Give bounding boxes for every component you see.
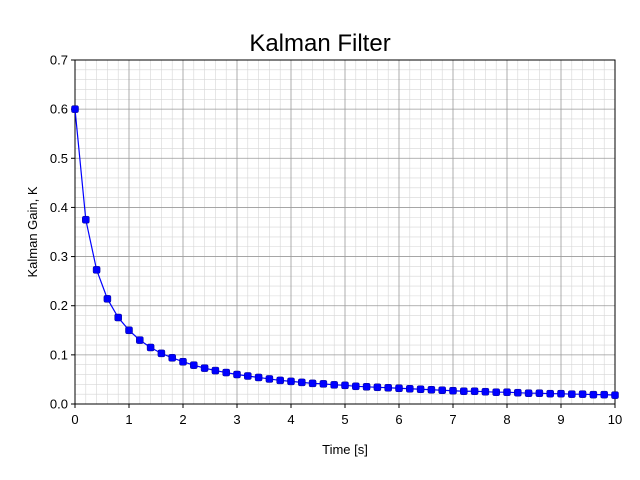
- data-point: [492, 388, 500, 396]
- series-layer: [71, 105, 619, 399]
- y-tick-label: 0.7: [50, 53, 68, 68]
- data-point: [190, 361, 198, 369]
- data-point: [308, 379, 317, 388]
- data-point: [341, 381, 349, 390]
- data-point: [233, 370, 241, 379]
- data-point: [557, 389, 565, 398]
- data-point: [265, 375, 274, 383]
- data-point: [481, 387, 490, 396]
- data-point: [168, 354, 176, 362]
- data-point: [524, 389, 533, 397]
- data-point: [503, 388, 511, 396]
- data-point: [254, 373, 263, 382]
- data-point: [589, 390, 598, 399]
- data-point: [384, 384, 392, 392]
- data-point: [330, 381, 338, 389]
- x-tick-label: 0: [71, 412, 78, 427]
- data-point: [535, 389, 544, 397]
- data-point: [211, 366, 220, 375]
- data-point: [179, 357, 187, 366]
- data-point: [319, 380, 328, 388]
- data-point: [200, 364, 209, 372]
- y-tick-label: 0.2: [50, 298, 68, 313]
- x-tick-label: 8: [503, 412, 510, 427]
- data-point: [103, 295, 112, 303]
- data-point: [438, 386, 446, 394]
- data-point: [470, 387, 479, 395]
- data-point: [416, 385, 425, 394]
- data-point: [92, 266, 101, 274]
- chart-title: Kalman Filter: [249, 30, 390, 57]
- y-tick-label: 0.3: [50, 249, 68, 264]
- y-axis-label: Kalman Gain, K: [25, 186, 40, 277]
- major-grid: [75, 60, 615, 404]
- data-point: [611, 391, 619, 399]
- x-tick-label: 4: [287, 412, 294, 427]
- y-tick-label: 0.5: [50, 151, 68, 166]
- data-point: [82, 215, 90, 224]
- data-point: [427, 386, 436, 394]
- y-tick-label: 0.0: [50, 397, 68, 412]
- data-point: [578, 390, 587, 398]
- data-point: [406, 385, 414, 393]
- y-axis-ticks: 0.0 0.1 0.2 0.3 0.4 0.5 0.6 0.7: [50, 53, 75, 412]
- y-tick-label: 0.4: [50, 200, 68, 215]
- x-tick-label: 3: [233, 412, 240, 427]
- x-tick-label: 2: [179, 412, 186, 427]
- data-point: [449, 386, 457, 395]
- data-point: [352, 382, 360, 391]
- data-point: [222, 368, 230, 377]
- y-tick-label: 0.6: [50, 102, 68, 117]
- x-axis-ticks: 0 1 2 3 4 5 6 7 8 9 10: [71, 404, 622, 427]
- data-point: [71, 105, 79, 113]
- data-point: [276, 376, 284, 385]
- x-tick-label: 7: [449, 412, 456, 427]
- data-point: [157, 349, 166, 358]
- data-point: [244, 372, 252, 380]
- data-point: [298, 378, 306, 387]
- data-point: [114, 313, 122, 322]
- data-point: [362, 383, 371, 391]
- data-point: [136, 336, 144, 344]
- data-point: [600, 390, 608, 399]
- y-tick-label: 0.1: [50, 347, 68, 362]
- data-point: [373, 383, 382, 392]
- data-point: [146, 343, 155, 352]
- data-point: [287, 377, 295, 386]
- x-tick-label: 10: [608, 412, 622, 427]
- x-tick-label: 9: [557, 412, 564, 427]
- minor-grid: [75, 60, 615, 404]
- x-tick-label: 5: [341, 412, 348, 427]
- data-point: [395, 384, 403, 393]
- x-tick-label: 1: [125, 412, 132, 427]
- data-point: [125, 326, 133, 335]
- data-point: [514, 388, 522, 397]
- data-point: [568, 390, 576, 398]
- x-tick-label: 6: [395, 412, 402, 427]
- data-point: [546, 389, 554, 398]
- x-axis-label: Time [s]: [322, 442, 368, 457]
- data-point: [460, 387, 468, 395]
